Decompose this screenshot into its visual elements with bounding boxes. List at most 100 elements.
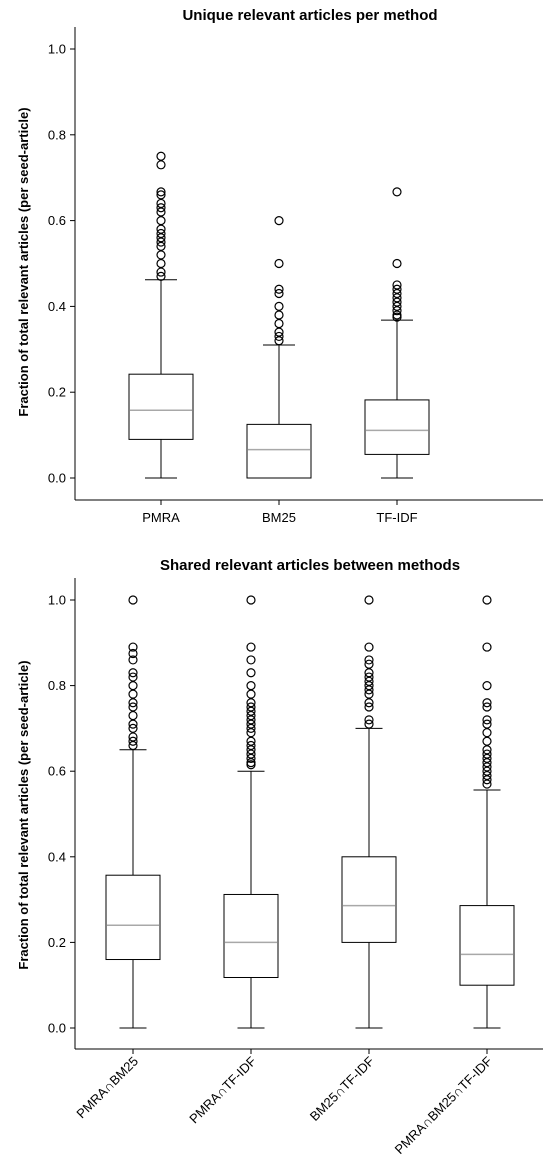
box-3 [341,595,397,1029]
outlier-point [482,642,492,652]
outlier-point [156,271,166,281]
box-4 [459,595,515,1029]
outlier-point [274,310,284,320]
iqr-box [223,893,279,978]
iqr-box [459,905,515,986]
y-tick-label: 0.8 [48,678,66,693]
outlier-point [156,187,166,197]
outlier-point [364,672,374,682]
outlier-point [128,642,138,652]
outlier-point [274,288,284,299]
outlier-point [128,672,138,682]
outlier-point [246,668,256,678]
box-2 [223,595,279,1029]
outlier-point [482,719,492,729]
y-tick-label: 0.0 [48,471,66,486]
outlier-point [246,740,256,751]
x-tick-label: PMRA∩TF-IDF [186,1053,259,1126]
y-axis-label: Fraction of total relevant articles (per… [16,107,31,416]
iqr-box [364,399,430,455]
x-tick-label: BM25 [262,510,296,525]
outlier-point [274,301,284,311]
outlier-point [128,736,138,746]
y-tick-label: 0.4 [48,299,66,314]
outlier-point [246,689,256,699]
outlier-point [156,216,166,226]
outlier-point [156,190,166,200]
chart-shared: Shared relevant articles between methods… [16,557,543,1157]
y-tick-label: 0.4 [48,849,66,864]
outlier-point [482,736,492,746]
boxes [128,151,430,479]
y-tick-label: 0.0 [48,1021,66,1036]
outlier-point [482,698,492,708]
x-tick-label: PMRA [142,510,180,525]
outlier-point [482,595,492,605]
outlier-point [156,203,166,213]
box-3 [364,187,430,479]
outlier-point [128,710,138,721]
outlier-point [392,280,402,290]
y-tick-label: 0.2 [48,935,66,950]
chart-unique: Unique relevant articles per method Frac… [16,7,543,525]
outlier-point [482,728,492,738]
outlier-point [156,228,166,239]
outlier-point [274,258,284,269]
axes-frame [74,27,543,501]
outlier-point [482,749,492,759]
outlier-point [128,668,138,678]
outlier-point [128,702,138,712]
outlier-point [128,689,138,699]
outlier-point [246,642,256,652]
outlier-point [128,680,138,691]
y-tick-label: 0.6 [48,213,66,228]
outlier-point [482,715,492,725]
outlier-point [364,659,374,669]
outlier-point [274,216,284,226]
outlier-point [364,719,374,729]
outlier-point [156,151,166,161]
box-1 [105,595,161,1029]
outlier-point [364,715,374,725]
y-tick-label: 1.0 [48,42,66,57]
outlier-point [392,284,402,294]
outlier-point [156,250,166,260]
outlier-point [364,642,374,652]
outlier-point [274,331,284,342]
x-tick-label: PMRA∩BM25∩TF-IDF [392,1053,496,1157]
y-tick-label: 0.2 [48,385,66,400]
x-ticks: PMRA BM25 TF-IDF [142,500,418,525]
y-ticks: 0.0 0.2 0.4 0.6 0.8 1.0 [48,593,75,1036]
outlier-point [246,655,256,665]
iqr-box [246,423,312,479]
axes-frame [74,578,543,1050]
outlier-point [392,187,402,197]
outlier-point [364,702,374,712]
x-tick-label: BM25∩TF-IDF [307,1053,377,1123]
y-ticks: 0.0 0.2 0.4 0.6 0.8 1.0 [48,42,75,486]
outlier-point [128,723,138,734]
y-tick-label: 0.6 [48,764,66,779]
boxes [105,595,515,1029]
outlier-point [392,258,402,269]
outlier-point [364,595,374,605]
outlier-point [364,655,374,665]
outlier-point [482,680,492,691]
box-2 [246,216,312,479]
outlier-point [274,284,284,294]
outlier-point [246,595,256,605]
iqr-box [105,874,161,961]
iqr-box [341,856,397,943]
outlier-point [246,680,256,691]
outlier-point [156,258,166,269]
y-axis-label: Fraction of total relevant articles (per… [16,660,31,969]
outlier-point [128,648,138,659]
x-tick-label: TF-IDF [376,510,417,525]
chart-title: Unique relevant articles per method [182,7,437,24]
outlier-point [274,318,284,329]
outlier-point [482,702,492,712]
outlier-point [156,160,166,170]
y-tick-label: 1.0 [48,593,66,608]
chart-title: Shared relevant articles between methods [160,557,460,574]
